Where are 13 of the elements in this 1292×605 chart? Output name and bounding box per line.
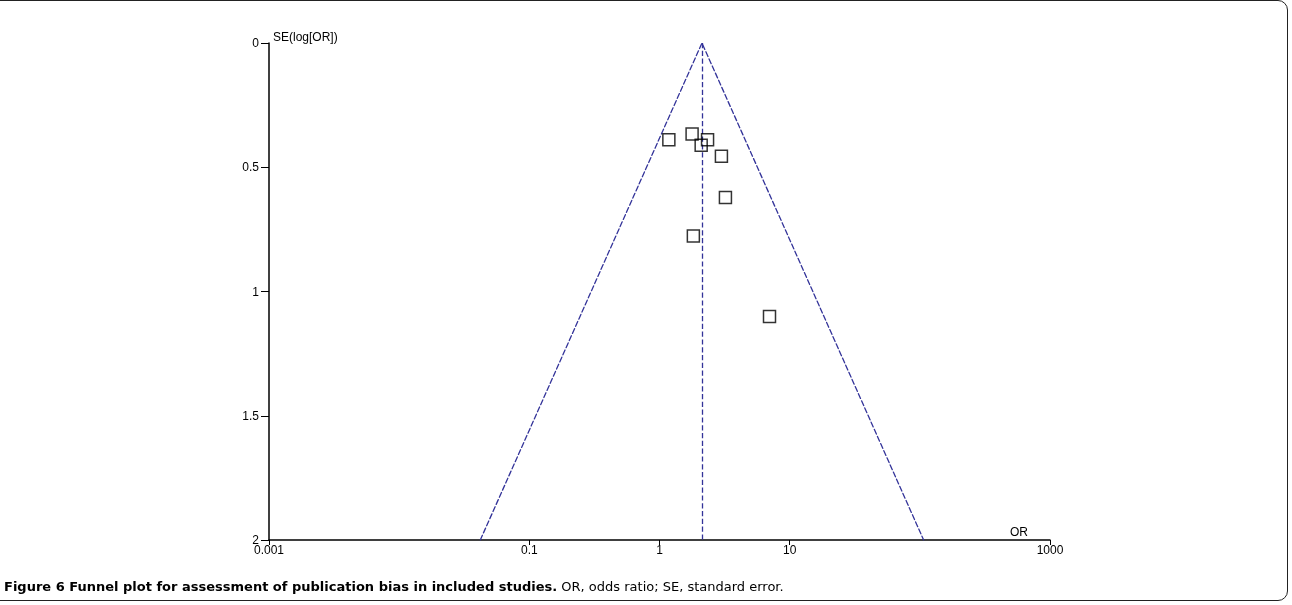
- x-tick-label: 0.1: [520, 543, 538, 557]
- y-tick-label: 1: [252, 284, 260, 299]
- text: OR, odds ratio; SE, standard error.: [557, 579, 784, 594]
- x-tick-label: 1: [656, 543, 664, 557]
- x-tick-label: 0.001: [253, 543, 285, 557]
- x-tick-label: 1000: [1036, 543, 1064, 557]
- y-tick-label: 0: [252, 36, 260, 50]
- x-axis-title: OR: [1010, 525, 1029, 539]
- y-axis-title: SE(log[OR]): [273, 30, 338, 44]
- y-tick-label: 1.5: [242, 408, 260, 423]
- x-tick-label: 10: [782, 543, 797, 557]
- y-tick-label: 0.5: [242, 160, 260, 175]
- caption: Figure 6 Funnel plot for assessment of publication bias in included studies.: [4, 579, 558, 594]
